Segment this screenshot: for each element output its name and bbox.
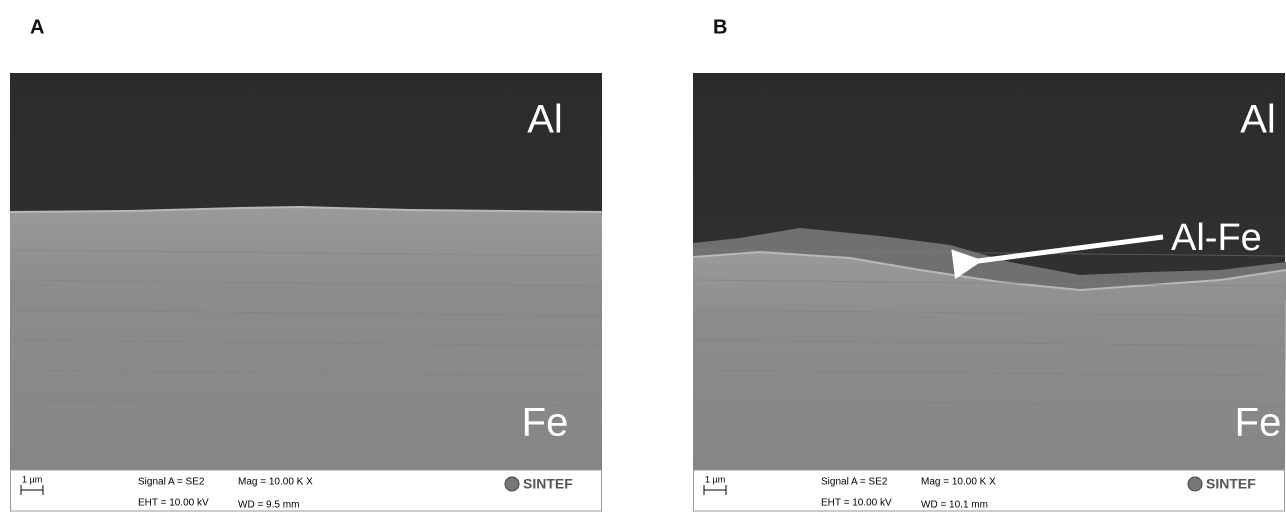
annotation: Al-Fe xyxy=(1171,217,1262,259)
info-text: EHT = 10.00 kV xyxy=(138,498,209,509)
logo: SINTEF xyxy=(523,476,573,492)
phase-label: Al xyxy=(1240,98,1276,142)
scale-label: 1 µm xyxy=(22,474,42,484)
figure: A Al Fe 1 µm Signal A = SE2 EHT = 10.00 kV Mag… xyxy=(0,0,1286,512)
logo-icon xyxy=(505,477,519,491)
logo-icon xyxy=(1188,477,1202,491)
phase-label: Fe xyxy=(1235,401,1282,445)
logo: SINTEF xyxy=(1206,476,1256,492)
phase-label: Fe xyxy=(522,401,569,445)
info-text: WD = 9.5 mm xyxy=(238,500,299,511)
info-text: Mag = 10.00 K X xyxy=(238,477,313,488)
panel-label: B xyxy=(713,16,727,38)
info-text: EHT = 10.00 kV xyxy=(821,498,892,509)
panel-label: A xyxy=(30,16,44,38)
info-text: WD = 10.1 mm xyxy=(921,500,988,511)
info-text: Signal A = SE2 xyxy=(821,477,888,488)
info-text: Signal A = SE2 xyxy=(138,477,205,488)
scale-label: 1 µm xyxy=(705,474,725,484)
info-text: Mag = 10.00 K X xyxy=(921,477,996,488)
fe-region xyxy=(10,207,602,470)
phase-label: Al xyxy=(527,98,563,142)
